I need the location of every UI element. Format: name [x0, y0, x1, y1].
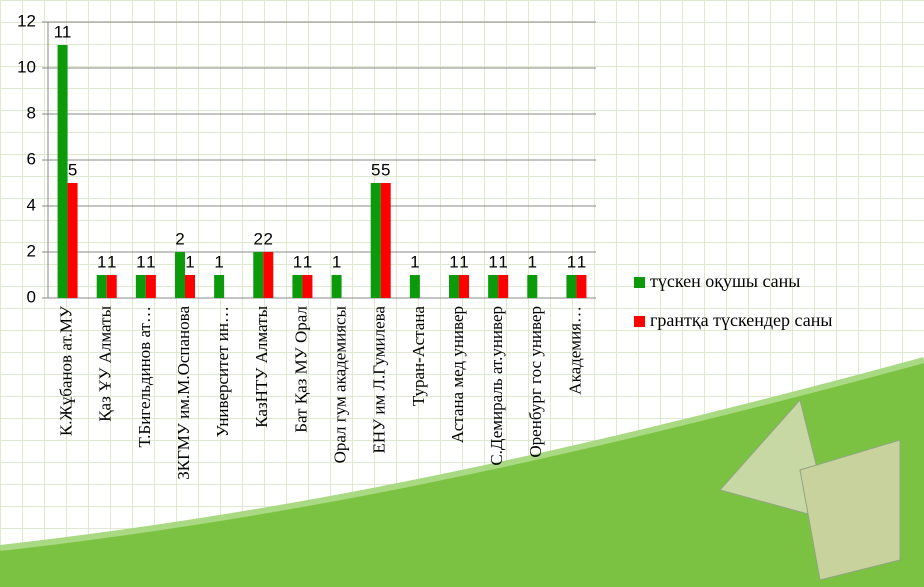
bar	[459, 275, 469, 298]
data-label: 1	[303, 252, 312, 271]
data-label: 1	[410, 252, 419, 271]
legend-swatch	[634, 277, 645, 288]
bar	[97, 275, 107, 298]
data-label: 1	[449, 252, 458, 271]
data-label: 2	[264, 229, 273, 248]
data-label: 2	[254, 229, 263, 248]
x-tick-label: С.Демираль ат.универ	[487, 306, 506, 466]
data-label: 2	[175, 229, 184, 248]
y-tick-label: 6	[27, 149, 36, 168]
x-tick-label: Қаз ҰУ Алматы	[96, 305, 115, 421]
bar	[263, 252, 273, 298]
bar	[58, 45, 68, 298]
x-tick-label: Астана мед универ	[448, 306, 467, 443]
x-tick-label: Т.Бигельдинов ат…	[135, 306, 154, 447]
bar	[68, 183, 78, 298]
bar	[175, 252, 185, 298]
y-tick-label: 0	[27, 287, 36, 306]
x-tick-label: Орал гум академиясы	[330, 305, 349, 463]
legend-label: түскен оқушы саны	[650, 271, 800, 291]
x-tick-label: ЕНУ им Л.Гумилева	[370, 306, 389, 454]
bar	[566, 275, 576, 298]
chart: 024681012115К.Жұбанов ат.МУ11Қаз ҰУ Алма…	[0, 0, 924, 587]
bar	[136, 275, 146, 298]
data-label: 1	[488, 252, 497, 271]
data-label: 5	[381, 160, 390, 179]
bar	[371, 183, 381, 298]
y-tick-label: 2	[27, 241, 36, 260]
data-label: 11	[54, 22, 72, 41]
data-label: 1	[107, 252, 116, 271]
data-label: 1	[185, 252, 194, 271]
bar	[302, 275, 312, 298]
bar	[332, 275, 342, 298]
data-label: 1	[577, 252, 586, 271]
bar	[410, 275, 420, 298]
bar	[498, 275, 508, 298]
slide: 024681012115К.Жұбанов ат.МУ11Қаз ҰУ Алма…	[0, 0, 924, 587]
bar	[449, 275, 459, 298]
data-label: 1	[567, 252, 576, 271]
x-tick-label: Бат Қаз МУ Орал	[291, 305, 310, 432]
bar	[214, 275, 224, 298]
bar	[253, 252, 263, 298]
data-label: 5	[68, 160, 77, 179]
data-label: 1	[528, 252, 537, 271]
x-tick-label: Оренбург гос универ	[526, 306, 545, 458]
y-tick-label: 8	[27, 103, 36, 122]
bar	[146, 275, 156, 298]
x-tick-label: Академия…	[565, 306, 584, 395]
x-tick-label: КазНТУ Алматы	[252, 305, 271, 427]
data-label: 1	[214, 252, 223, 271]
bar	[381, 183, 391, 298]
legend-label: грантқа түскендер саны	[650, 310, 832, 330]
x-tick-label: Туран-Астана	[409, 306, 428, 407]
bar	[185, 275, 195, 298]
bar	[576, 275, 586, 298]
data-label: 1	[136, 252, 145, 271]
bar	[488, 275, 498, 298]
data-label: 1	[498, 252, 507, 271]
data-label: 1	[459, 252, 468, 271]
data-label: 5	[371, 160, 380, 179]
y-tick-label: 4	[27, 195, 36, 214]
x-tick-label: Университет ин…	[213, 306, 232, 437]
y-tick-label: 10	[17, 57, 36, 76]
y-tick-label: 12	[17, 11, 36, 30]
legend-swatch	[634, 316, 645, 327]
bar	[107, 275, 117, 298]
data-label: 1	[97, 252, 106, 271]
data-label: 1	[332, 252, 341, 271]
x-tick-label: К.Жұбанов ат.МУ	[56, 305, 75, 436]
x-tick-label: ЗКГМУ им.М.Оспанова	[174, 306, 193, 480]
bar	[527, 275, 537, 298]
data-label: 1	[146, 252, 155, 271]
bar	[292, 275, 302, 298]
data-label: 1	[293, 252, 302, 271]
